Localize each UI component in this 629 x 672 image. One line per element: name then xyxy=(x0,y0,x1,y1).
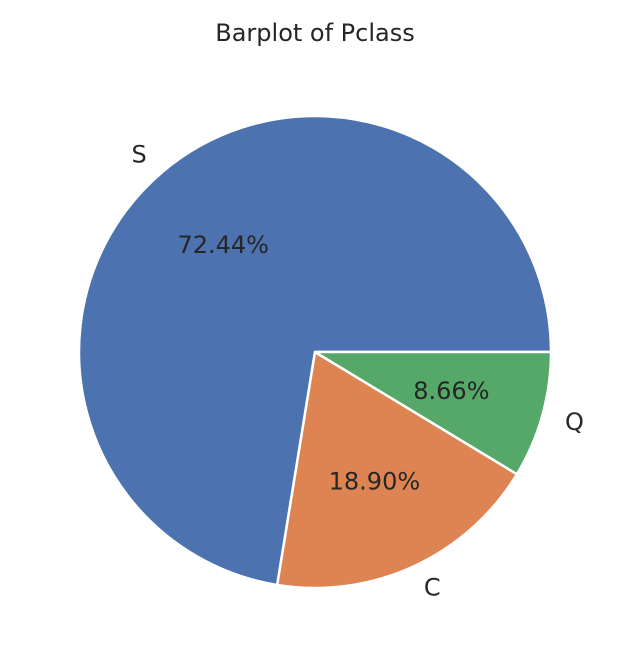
pie-slice-Q xyxy=(313,350,553,476)
pie-slice-S xyxy=(77,114,553,587)
slice-label-C: C xyxy=(424,574,441,602)
slice-label-S: S xyxy=(132,140,147,168)
pct-label-S: 72.44% xyxy=(177,231,269,259)
pct-label-Q: 8.66% xyxy=(413,377,489,405)
slice-label-Q: Q xyxy=(565,408,584,436)
pct-label-C: 18.90% xyxy=(329,468,421,496)
chart-title: Barplot of Pclass xyxy=(215,19,414,47)
pie-slice-C xyxy=(275,350,519,590)
